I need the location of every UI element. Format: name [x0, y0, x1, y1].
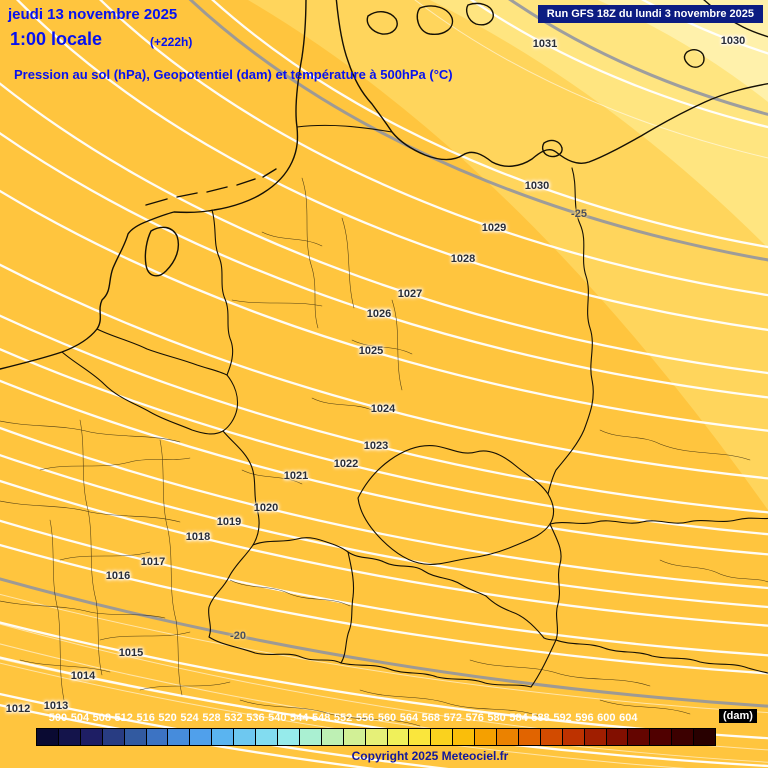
colorbar-segment — [497, 729, 518, 745]
regional-borders — [0, 177, 768, 727]
temp-band — [598, 0, 768, 102]
colorbar-segment — [562, 729, 584, 745]
colorbar-segment — [124, 729, 146, 745]
colorbar-segment — [453, 729, 475, 745]
colorbar-segment — [518, 729, 540, 745]
colorbar-segment — [277, 729, 299, 745]
forecast-offset: (+222h) — [150, 35, 193, 49]
colorbar-segment — [650, 729, 672, 745]
colorbar-segment — [212, 729, 234, 745]
colorbar-segment — [431, 729, 453, 745]
colorbar-segment — [80, 729, 102, 745]
map-subtitle: Pression au sol (hPa), Geopotentiel (dam… — [14, 67, 453, 82]
colorbar-segment — [299, 729, 321, 745]
temp-band — [430, 0, 768, 248]
colorbar-segment — [256, 729, 277, 745]
colorbar-segment — [102, 729, 124, 745]
colorbar-segment — [146, 729, 168, 745]
colorbar-segment — [475, 729, 497, 745]
colorbar-segment — [234, 729, 256, 745]
colorbar-segment — [58, 729, 80, 745]
colorbar-segment — [365, 729, 387, 745]
country-borders — [0, 0, 768, 727]
valid-time: 1:00 locale — [10, 29, 103, 49]
colorbar-segment — [540, 729, 562, 745]
colorbar-segment — [409, 729, 431, 745]
colorbar-segment — [343, 729, 365, 745]
colorbar-segment — [694, 729, 716, 745]
colorbar-segment — [168, 729, 190, 745]
color-scale-bar — [36, 728, 716, 746]
copyright-text: Copyright 2025 Meteociel.fr — [351, 749, 509, 763]
colorbar-segment — [387, 729, 409, 745]
colorbar-segment — [628, 729, 650, 745]
colorbar-segment — [584, 729, 606, 745]
scale-unit-badge: (dam) — [719, 709, 757, 723]
valid-date: jeudi 13 novembre 2025 — [8, 6, 178, 23]
colorbar-segment — [37, 729, 58, 745]
national-borders — [61, 124, 768, 688]
colorbar-segment — [672, 729, 694, 745]
colorbar-segment — [321, 729, 343, 745]
model-run-badge: Run GFS 18Z du lundi 3 novembre 2025 — [537, 5, 763, 23]
colorbar-segment — [606, 729, 628, 745]
colorbar-segment — [190, 729, 212, 745]
